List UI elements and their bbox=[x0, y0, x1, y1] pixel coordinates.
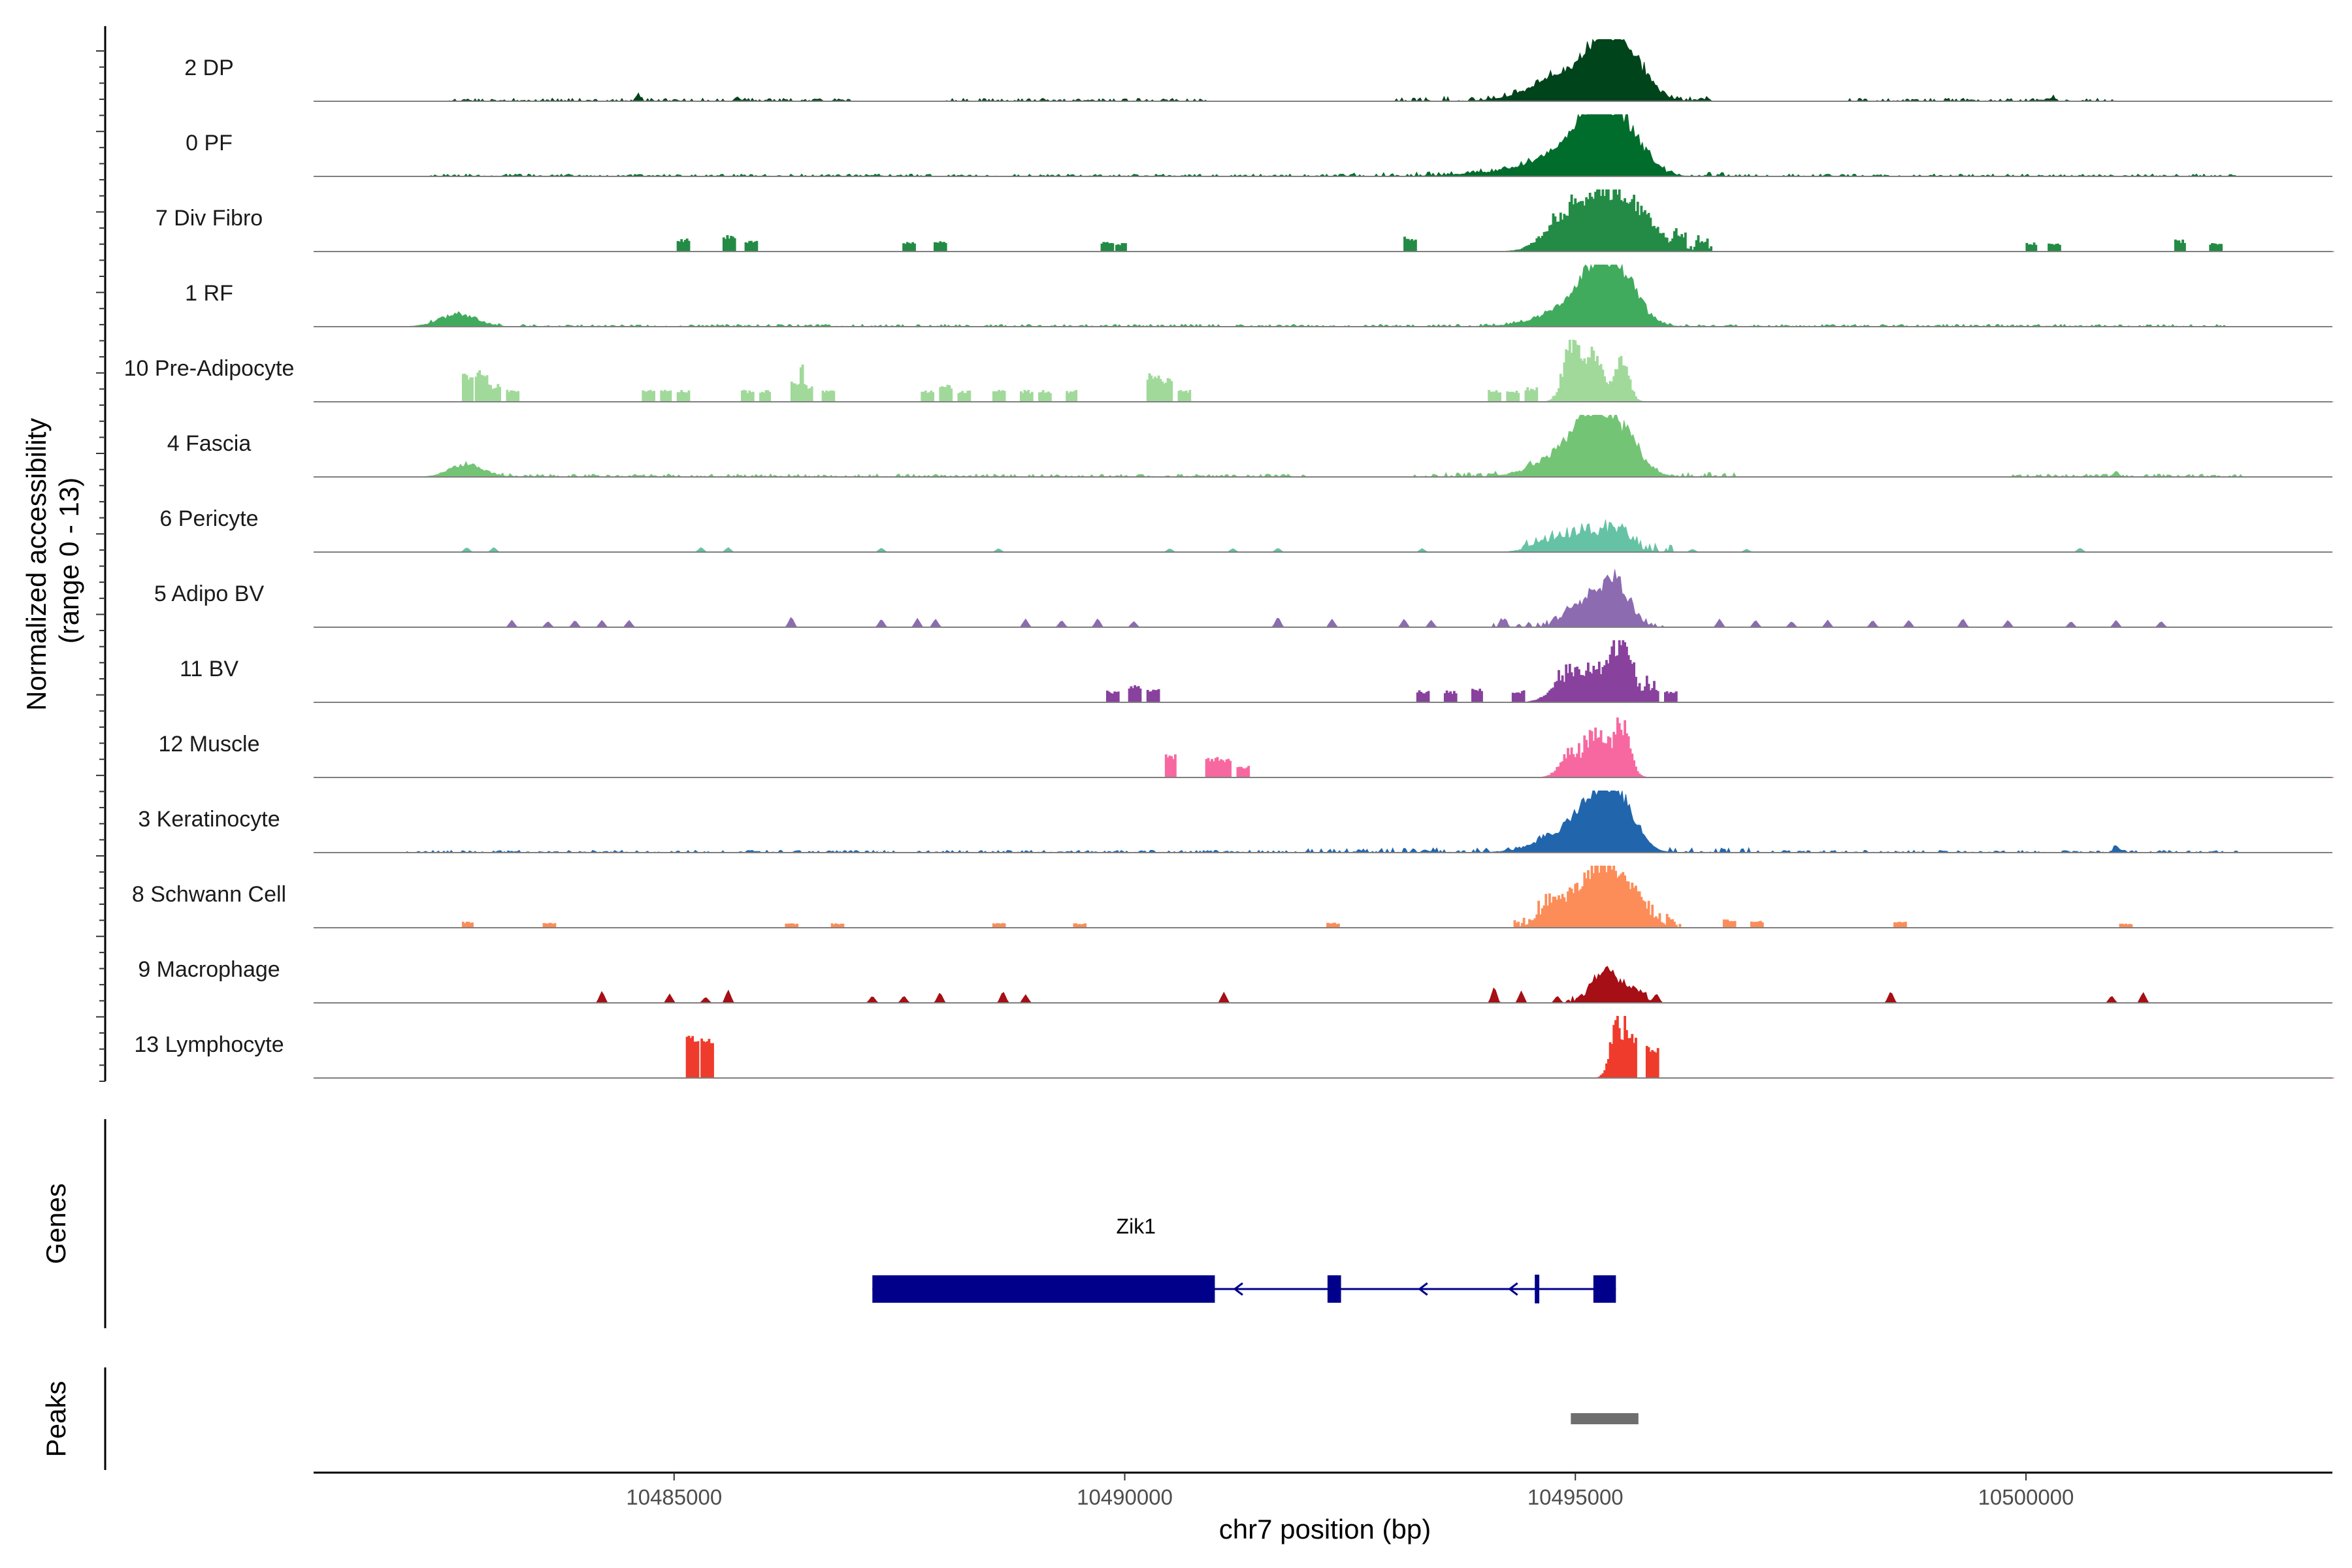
strand-arrow-icon bbox=[1418, 1282, 1428, 1296]
track-8-schwann-cell: 8 Schwann Cell bbox=[132, 866, 2334, 928]
coverage-area bbox=[314, 1016, 2334, 1079]
track-7-div-fibro: 7 Div Fibro bbox=[155, 189, 2334, 252]
coverage-area bbox=[314, 189, 2334, 252]
gene-exon bbox=[1535, 1275, 1540, 1303]
y-axis bbox=[96, 26, 106, 1082]
y-axis-title: Normalized accessibility (range 0 - 13) bbox=[21, 410, 84, 711]
y-axis-title-line1: Normalized accessibility bbox=[21, 418, 52, 711]
coverage-tracks: 2 DP 0 PF 7 Div Fibro 1 RF 10 Pre-Adipocyte 4… bbox=[124, 39, 2334, 1079]
track-12-muscle: 12 Muscle bbox=[159, 717, 2334, 778]
x-tick-label: 10500000 bbox=[1978, 1485, 2074, 1509]
coverage-area bbox=[314, 569, 2332, 628]
track-5-adipo-bv: 5 Adipo BV bbox=[154, 569, 2332, 628]
coverage-area bbox=[314, 340, 2334, 402]
strand-arrow-icon bbox=[1233, 1282, 1243, 1296]
track-label: 5 Adipo BV bbox=[154, 581, 265, 606]
track-4-fascia: 4 Fascia bbox=[167, 414, 2332, 478]
coverage-area bbox=[314, 640, 2334, 703]
track-0-pf: 0 PF bbox=[186, 114, 2332, 177]
track-label: 12 Muscle bbox=[159, 732, 260, 757]
track-label: 1 RF bbox=[185, 281, 233, 306]
track-13-lymphocyte: 13 Lymphocyte bbox=[134, 1016, 2334, 1079]
track-1-rf: 1 RF bbox=[185, 263, 2332, 327]
track-3-keratinocyte: 3 Keratinocyte bbox=[138, 790, 2332, 854]
track-11-bv: 11 BV bbox=[180, 640, 2334, 703]
track-label: 2 DP bbox=[184, 56, 234, 80]
coverage-area bbox=[314, 39, 2332, 103]
track-label: 4 Fascia bbox=[167, 431, 252, 456]
track-label: 10 Pre-Adipocyte bbox=[124, 356, 295, 381]
gene-exon bbox=[1593, 1275, 1616, 1303]
coverage-area bbox=[314, 519, 2332, 553]
track-2-dp: 2 DP bbox=[184, 39, 2332, 103]
track-label: 7 Div Fibro bbox=[155, 206, 263, 231]
peaks-panel-title: Peaks bbox=[41, 1381, 71, 1458]
coverage-area bbox=[314, 866, 2334, 928]
strand-arrow-icon bbox=[1508, 1282, 1518, 1296]
coverage-area bbox=[314, 717, 2334, 778]
coverage-area bbox=[314, 790, 2332, 854]
track-label: 6 Pericyte bbox=[159, 506, 258, 531]
track-6-pericyte: 6 Pericyte bbox=[159, 506, 2332, 553]
coverage-area bbox=[314, 263, 2332, 327]
track-10-pre-adipocyte: 10 Pre-Adipocyte bbox=[124, 340, 2334, 402]
x-axis: 10485000 10490000 10495000 10500000 bbox=[314, 1471, 2332, 1509]
gene-model: Zik1 bbox=[872, 1215, 1616, 1303]
gene-exon bbox=[1327, 1275, 1341, 1303]
peaks-panel: Peaks bbox=[41, 1367, 106, 1470]
track-label: 13 Lymphocyte bbox=[134, 1032, 284, 1057]
track-label: 0 PF bbox=[186, 131, 233, 155]
track-label: 3 Keratinocyte bbox=[138, 807, 280, 832]
track-label: 9 Macrophage bbox=[138, 957, 280, 982]
y-axis-title-line2: (range 0 - 13) bbox=[54, 478, 84, 644]
track-label: 11 BV bbox=[180, 657, 238, 681]
x-tick-label: 10490000 bbox=[1077, 1485, 1173, 1509]
gene-exon bbox=[872, 1275, 1215, 1303]
coverage-area bbox=[314, 966, 2332, 1004]
genes-panel-title: Genes bbox=[41, 1183, 71, 1264]
genes-panel: Genes bbox=[41, 1119, 106, 1328]
x-tick-label: 10485000 bbox=[626, 1485, 722, 1509]
x-tick-label: 10495000 bbox=[1527, 1485, 1624, 1509]
gene-name-label: Zik1 bbox=[1117, 1215, 1156, 1238]
x-axis-title: chr7 position (bp) bbox=[1219, 1514, 1431, 1544]
coverage-area bbox=[314, 414, 2332, 478]
peak-region bbox=[1571, 1413, 1639, 1424]
track-9-macrophage: 9 Macrophage bbox=[138, 957, 2332, 1004]
peak-regions bbox=[1571, 1413, 1639, 1424]
coverage-area bbox=[314, 114, 2332, 177]
track-label: 8 Schwann Cell bbox=[132, 882, 286, 907]
